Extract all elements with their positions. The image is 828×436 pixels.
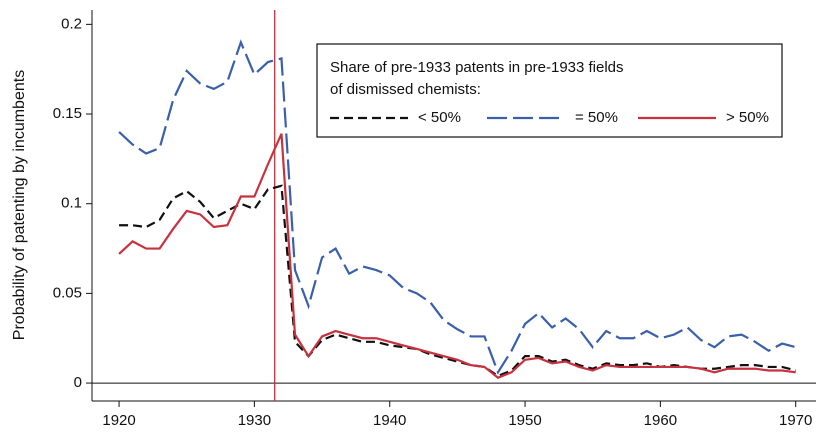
data-line	[118, 133, 796, 379]
legend-label: < 50%	[418, 109, 461, 126]
x-tick-label: 1960	[644, 412, 677, 429]
y-tick-label: 0.15	[53, 105, 82, 122]
x-tick-label: 1920	[102, 412, 135, 429]
y-tick-label: 0.05	[53, 284, 82, 301]
legend-label: = 50%	[575, 109, 618, 126]
y-tick-label: 0.1	[61, 195, 82, 212]
data-line	[118, 39, 796, 375]
data-line	[119, 184, 796, 378]
legend-title: of dismissed chemists:	[330, 81, 481, 98]
x-tick-label: 1940	[373, 412, 406, 429]
y-axis-label: Probability of patenting by incumbents	[11, 70, 28, 340]
y-tick-label: 0	[74, 374, 82, 391]
y-tick-label: 0.2	[61, 15, 82, 32]
legend-label: > 50%	[726, 109, 769, 126]
legend-title: Share of pre-1933 patents in pre-1933 fi…	[330, 59, 624, 76]
x-tick-label: 1930	[238, 412, 271, 429]
x-tick-label: 1970	[779, 412, 812, 429]
x-tick-label: 1950	[508, 412, 541, 429]
legend-box	[316, 43, 783, 138]
